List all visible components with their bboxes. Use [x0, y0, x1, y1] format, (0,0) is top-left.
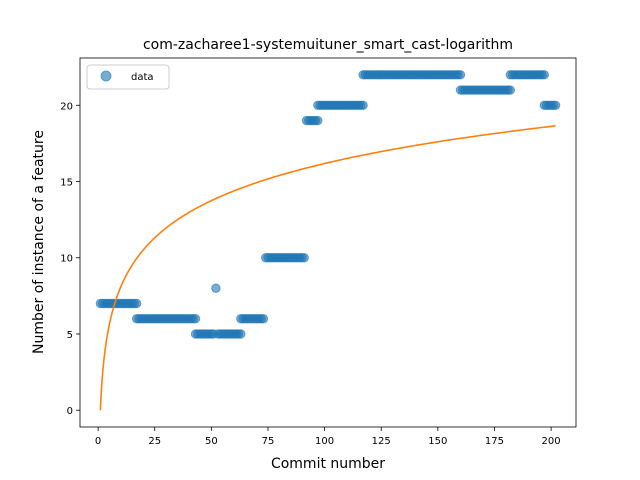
data-point: [299, 253, 309, 263]
x-tick-label: 0: [95, 436, 101, 447]
data-point: [131, 298, 142, 309]
plot-frame: [79, 57, 577, 428]
plot-background: [80, 58, 576, 427]
x-tick-label: 75: [262, 436, 275, 447]
data-point: [313, 115, 323, 126]
data-point: [258, 314, 269, 324]
x-tick-label: 25: [148, 436, 161, 447]
x-axis: 0 25 50 75 100 125 150 175 200: [95, 427, 561, 447]
x-tick-label: 200: [542, 436, 561, 447]
x-tick-label: 125: [372, 436, 391, 447]
y-axis-label: Number of instance of a feature: [31, 130, 47, 354]
data-point: [211, 283, 221, 293]
plot-area: [79, 57, 577, 428]
y-tick-label: 10: [60, 254, 73, 265]
logarithmic-fit-line: [99, 125, 556, 411]
data-point: [236, 329, 246, 339]
data-point: [550, 100, 561, 110]
data-point: [539, 70, 549, 80]
legend-label-data: data: [131, 72, 154, 83]
x-tick-label: 150: [428, 436, 447, 447]
data-point: [455, 70, 466, 80]
y-tick-label: 0: [67, 406, 73, 417]
data-point: [358, 100, 368, 110]
y-tick-label: 15: [60, 178, 73, 189]
y-tick-label: 20: [60, 101, 73, 112]
y-tick-label: 5: [67, 330, 73, 341]
x-tick-label: 100: [315, 436, 334, 447]
chart-title: com-zacharee1-systemuituner_smart_cast-l…: [143, 37, 513, 53]
fit-line-layer: [99, 125, 556, 411]
data-point: [505, 85, 516, 95]
x-tick-label: 50: [205, 436, 218, 447]
x-axis-label: Commit number: [271, 456, 385, 472]
x-tick-label: 175: [485, 436, 504, 447]
y-axis: 0 5 10 15 20: [60, 101, 80, 417]
legend-box: [86, 64, 170, 90]
data-point: [190, 314, 201, 324]
legend: data: [86, 64, 170, 90]
legend-marker-data: [100, 70, 112, 82]
series-layer: [95, 70, 561, 339]
